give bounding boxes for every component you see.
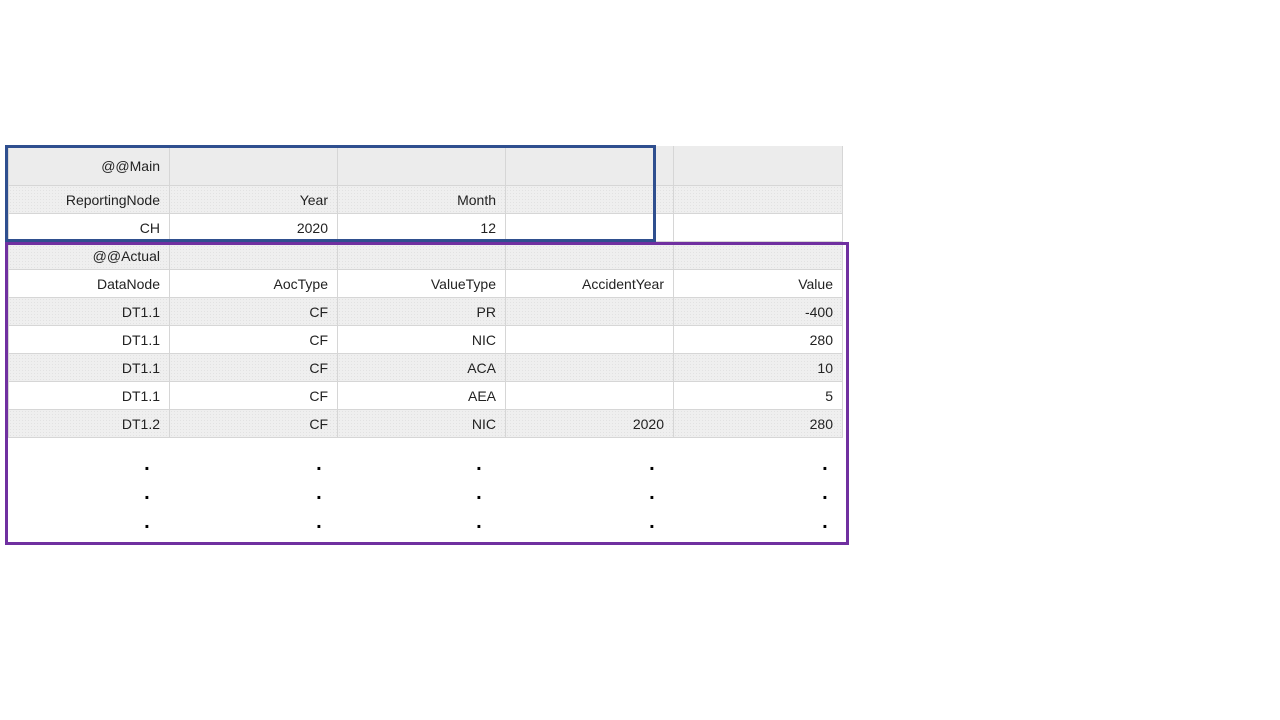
main-header-row: ReportingNode Year Month <box>8 186 843 214</box>
header-year[interactable]: Year <box>170 186 338 213</box>
actual-section-outline <box>5 242 849 545</box>
table-row: DT1.1 CF NIC 280 <box>8 326 843 354</box>
accidentyear-cell[interactable] <box>506 354 674 381</box>
empty-cell[interactable] <box>674 186 843 213</box>
continuation-dot: . <box>475 484 482 503</box>
main-tag-cell[interactable]: @@Main <box>8 146 170 185</box>
continuation-dot: . <box>821 513 828 532</box>
value-cell[interactable]: 280 <box>674 326 843 353</box>
empty-cell[interactable] <box>506 214 674 241</box>
valuetype-cell[interactable]: AEA <box>338 382 506 409</box>
datanode-cell[interactable]: DT1.1 <box>8 326 170 353</box>
spreadsheet-grid: @@Main ReportingNode Year Month CH 2020 … <box>8 146 843 438</box>
datanode-cell[interactable]: DT1.2 <box>8 410 170 437</box>
dot-row: . . . . . <box>8 479 843 508</box>
empty-cell[interactable] <box>338 146 506 185</box>
continuation-dot: . <box>315 455 322 474</box>
valuetype-cell[interactable]: NIC <box>338 410 506 437</box>
empty-cell[interactable] <box>674 214 843 241</box>
main-section-outline <box>5 145 656 242</box>
value-cell[interactable]: -400 <box>674 298 843 325</box>
header-valuetype[interactable]: ValueType <box>338 270 506 297</box>
valuetype-cell[interactable]: PR <box>338 298 506 325</box>
header-month[interactable]: Month <box>338 186 506 213</box>
table-row: DT1.1 CF PR -400 <box>8 298 843 326</box>
continuation-dot: . <box>648 484 655 503</box>
accidentyear-cell[interactable] <box>506 382 674 409</box>
dot-row: . . . . . <box>8 508 843 537</box>
empty-cell[interactable] <box>338 242 506 269</box>
table-row: DT1.2 CF NIC 2020 280 <box>8 410 843 438</box>
header-accidentyear[interactable]: AccidentYear <box>506 270 674 297</box>
aoctype-cell[interactable]: CF <box>170 326 338 353</box>
header-value[interactable]: Value <box>674 270 843 297</box>
header-reportingnode[interactable]: ReportingNode <box>8 186 170 213</box>
empty-cell[interactable] <box>506 146 674 185</box>
value-cell[interactable]: 5 <box>674 382 843 409</box>
continuation-dot: . <box>143 455 150 474</box>
aoctype-cell[interactable]: CF <box>170 298 338 325</box>
main-tag-row: @@Main <box>8 146 843 186</box>
continuation-dot: . <box>143 484 150 503</box>
valuetype-cell[interactable]: NIC <box>338 326 506 353</box>
table-row: DT1.1 CF ACA 10 <box>8 354 843 382</box>
actual-tag-row: @@Actual <box>8 242 843 270</box>
actual-header-row: DataNode AocType ValueType AccidentYear … <box>8 270 843 298</box>
value-reportingnode[interactable]: CH <box>8 214 170 241</box>
continuation-dot: . <box>475 513 482 532</box>
table-row: DT1.1 CF AEA 5 <box>8 382 843 410</box>
continuation-dot: . <box>315 484 322 503</box>
dot-row: . . . . . <box>8 450 843 479</box>
continuation-dot: . <box>315 513 322 532</box>
aoctype-cell[interactable]: CF <box>170 354 338 381</box>
actual-tag-cell[interactable]: @@Actual <box>8 242 170 269</box>
accidentyear-cell[interactable]: 2020 <box>506 410 674 437</box>
aoctype-cell[interactable]: CF <box>170 382 338 409</box>
value-cell[interactable]: 280 <box>674 410 843 437</box>
continuation-dot: . <box>475 455 482 474</box>
continuation-dot: . <box>648 513 655 532</box>
header-datanode[interactable]: DataNode <box>8 270 170 297</box>
accidentyear-cell[interactable] <box>506 298 674 325</box>
continuation-dot: . <box>648 455 655 474</box>
value-cell[interactable]: 10 <box>674 354 843 381</box>
empty-cell[interactable] <box>674 146 843 185</box>
empty-cell[interactable] <box>506 242 674 269</box>
datanode-cell[interactable]: DT1.1 <box>8 382 170 409</box>
valuetype-cell[interactable]: ACA <box>338 354 506 381</box>
continuation-dot: . <box>143 513 150 532</box>
continuation-dots: . . . . . . . . . . . . . . . <box>8 450 843 537</box>
value-month[interactable]: 12 <box>338 214 506 241</box>
empty-cell[interactable] <box>506 186 674 213</box>
datanode-cell[interactable]: DT1.1 <box>8 354 170 381</box>
header-aoctype[interactable]: AocType <box>170 270 338 297</box>
value-year[interactable]: 2020 <box>170 214 338 241</box>
empty-cell[interactable] <box>170 242 338 269</box>
datanode-cell[interactable]: DT1.1 <box>8 298 170 325</box>
empty-cell[interactable] <box>170 146 338 185</box>
continuation-dot: . <box>821 455 828 474</box>
aoctype-cell[interactable]: CF <box>170 410 338 437</box>
accidentyear-cell[interactable] <box>506 326 674 353</box>
empty-cell[interactable] <box>674 242 843 269</box>
continuation-dot: . <box>821 484 828 503</box>
